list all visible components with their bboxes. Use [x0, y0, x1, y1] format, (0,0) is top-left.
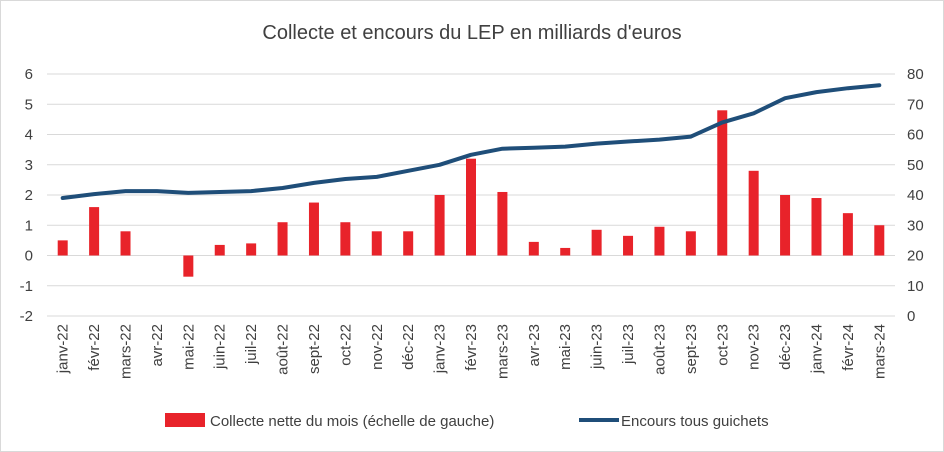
- right-axis-tick-label: 0: [907, 308, 915, 325]
- x-axis-tick-label: avr-22: [149, 324, 166, 367]
- x-axis-tick-label: janv-24: [808, 324, 825, 374]
- bar: [685, 231, 696, 256]
- left-axis-ticks: -2 -1 0 1 2 3 4 5 6: [20, 66, 33, 325]
- left-axis-tick-label: 2: [25, 187, 33, 204]
- encours-line: [60, 83, 882, 200]
- bar: [748, 170, 759, 256]
- right-axis-tick-label: 50: [907, 157, 924, 174]
- bar-series: [57, 110, 885, 277]
- bar: [120, 231, 131, 256]
- x-axis-tick-label: janv-23: [432, 324, 449, 374]
- left-axis-tick-label: 6: [25, 66, 33, 83]
- bar: [497, 191, 508, 256]
- bar: [654, 226, 665, 256]
- bar: [466, 158, 476, 256]
- left-axis-tick-label: 1: [25, 217, 33, 234]
- x-axis-tick-label: juin-22: [212, 324, 229, 370]
- x-axis-tick-label: mai-22: [180, 324, 197, 370]
- right-axis-ticks: 0 10 20 30 40 50 60 70 80: [907, 66, 924, 325]
- x-axis-tick-label: juin-23: [589, 324, 606, 370]
- bar: [340, 222, 351, 256]
- legend-bar-label: Collecte nette du mois (échelle de gauch…: [210, 413, 494, 430]
- x-axis-tick-label: févr-23: [463, 324, 480, 371]
- bar: [811, 198, 822, 256]
- chart-title: Collecte et encours du LEP en milliards …: [262, 22, 681, 44]
- bar: [214, 244, 225, 256]
- x-axis-tick-label: juil-22: [243, 324, 260, 365]
- line-series: [60, 83, 882, 200]
- bar: [591, 229, 602, 256]
- x-axis-tick-label: févr-22: [86, 324, 103, 371]
- bar: [57, 240, 68, 256]
- bar: [874, 225, 885, 256]
- left-axis-tick-label: 3: [25, 157, 33, 174]
- bar: [560, 247, 571, 256]
- bar: [434, 195, 445, 256]
- bar: [528, 241, 539, 256]
- x-axis-tick-label: févr-24: [840, 324, 857, 371]
- x-axis-tick-label: mars-24: [871, 324, 888, 379]
- right-axis-tick-label: 20: [907, 248, 924, 265]
- x-axis-tick-label: août-22: [275, 324, 292, 375]
- x-axis-tick-label: sept-23: [683, 324, 700, 374]
- x-axis-tick-label: déc-23: [777, 324, 794, 370]
- bar: [183, 255, 194, 277]
- x-axis-tick-label: mai-23: [557, 324, 574, 370]
- bar: [246, 243, 257, 256]
- right-axis-tick-label: 40: [907, 187, 924, 204]
- x-axis-tick-label: mars-22: [118, 324, 135, 379]
- right-axis-tick-label: 70: [907, 96, 924, 113]
- left-axis-tick-label: 4: [25, 127, 33, 144]
- right-axis-tick-label: 80: [907, 66, 924, 83]
- right-axis-tick-label: 30: [907, 217, 924, 234]
- x-axis-tick-label: août-23: [651, 324, 668, 375]
- left-axis-tick-label: 0: [25, 248, 33, 265]
- right-axis-tick-label: 10: [907, 278, 924, 295]
- left-axis-tick-label: 5: [25, 96, 33, 113]
- bar: [780, 195, 791, 256]
- bar: [623, 235, 634, 256]
- bar: [717, 110, 728, 256]
- x-axis-tick-label: déc-22: [400, 324, 417, 370]
- legend: Collecte nette du mois (échelle de gauch…: [165, 413, 769, 430]
- x-axis-tick-label: nov-22: [369, 324, 386, 370]
- x-axis-tick-label: janv-22: [55, 324, 72, 374]
- left-axis-tick-label: -1: [20, 278, 33, 295]
- x-axis-tick-label: sept-22: [306, 324, 323, 374]
- bar: [277, 222, 288, 256]
- x-axis-tick-label: mars-23: [494, 324, 511, 379]
- bar: [842, 213, 853, 256]
- legend-bar-swatch: [165, 413, 205, 427]
- legend-line-label: Encours tous guichets: [621, 413, 769, 430]
- bar: [403, 231, 414, 256]
- x-axis-tick-label: oct-22: [337, 324, 354, 366]
- x-axis-tick-label: avr-23: [526, 324, 543, 367]
- right-axis-tick-label: 60: [907, 127, 924, 144]
- bar: [89, 207, 100, 256]
- x-axis-tick-label: nov-23: [746, 324, 763, 370]
- x-axis-ticks: janv-22 févr-22 mars-22 avr-22 mai-22 juin-22…: [55, 324, 889, 379]
- bar: [308, 202, 319, 256]
- x-axis-tick-label: oct-23: [714, 324, 731, 366]
- left-axis-tick-label: -2: [20, 308, 33, 325]
- x-axis-tick-label: juil-23: [620, 324, 637, 365]
- bar: [371, 231, 382, 256]
